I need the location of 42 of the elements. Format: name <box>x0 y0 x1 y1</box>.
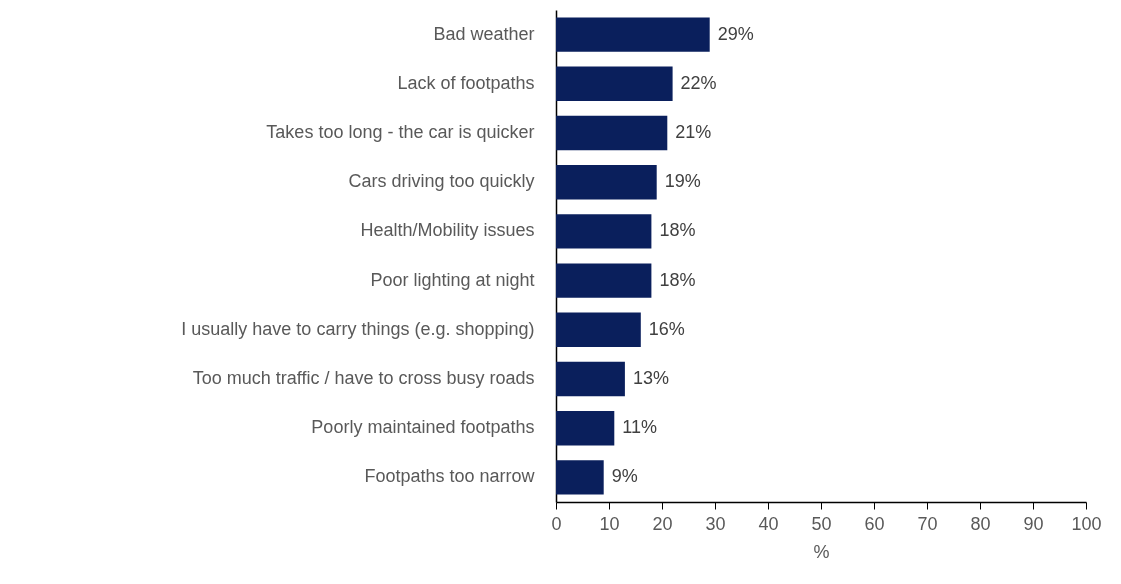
x-tick-label: 10 <box>599 513 620 534</box>
bar <box>556 214 652 249</box>
x-tick-label: 0 <box>551 513 562 534</box>
bar <box>556 361 625 397</box>
data-label: 22% <box>680 72 717 93</box>
x-tick-label: 80 <box>970 513 991 534</box>
data-label: 19% <box>664 171 701 192</box>
x-tick-label: 90 <box>1023 513 1044 534</box>
y-tick-label: Takes too long - the car is quicker <box>266 122 535 142</box>
y-tick-label: Health/Mobility issues <box>360 220 535 241</box>
bar <box>556 263 652 298</box>
x-tick-label: 70 <box>917 513 938 534</box>
y-tick-label: Bad weather <box>433 23 535 44</box>
bar <box>556 115 668 151</box>
x-tick-label: 20 <box>652 513 673 534</box>
data-label: 11% <box>622 417 657 438</box>
y-tick-label: Poor lighting at night <box>370 269 535 290</box>
data-label: 21% <box>675 122 712 142</box>
bar <box>556 460 604 495</box>
y-tick-label: Lack of footpaths <box>397 72 535 93</box>
x-tick-label: 50 <box>811 513 832 534</box>
data-label: 18% <box>659 220 696 241</box>
y-tick-label: Too much traffic / have to cross busy roads <box>192 368 535 388</box>
x-tick-label: 60 <box>864 513 885 534</box>
data-label: 29% <box>717 23 754 44</box>
y-tick-label: Poorly maintained footpaths <box>311 417 535 438</box>
bar <box>556 312 641 348</box>
bar <box>556 17 710 52</box>
data-label: 9% <box>611 466 638 487</box>
data-label: 18% <box>659 269 696 290</box>
bar <box>556 66 673 102</box>
x-tick-label: 30 <box>705 513 726 534</box>
x-axis-title: % <box>813 541 830 562</box>
y-tick-label: Footpaths too narrow <box>364 466 536 487</box>
x-tick-label: 100 <box>1071 513 1102 534</box>
bar <box>556 164 657 200</box>
y-tick-label: Cars driving too quickly <box>348 171 535 192</box>
x-tick-label: 40 <box>758 513 779 534</box>
bar <box>556 410 615 446</box>
data-label: 13% <box>632 368 669 388</box>
y-tick-label: I usually have to carry things (e.g. shopping) <box>181 318 535 339</box>
data-label: 16% <box>648 318 685 339</box>
